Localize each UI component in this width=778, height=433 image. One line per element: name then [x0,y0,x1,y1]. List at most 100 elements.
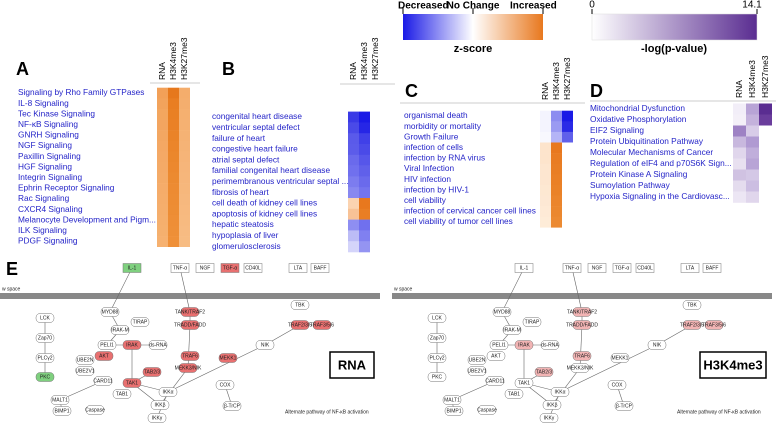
node-label: MALT1 [444,397,460,403]
node-label: MEKK3/NIK [175,365,202,371]
pathway-node [522,317,542,327]
row-label: Ephrin Receptor Signaling [18,183,115,193]
heat-cell [168,204,179,216]
zscore-bar [403,14,543,40]
row-label: EIF2 Signaling [590,125,644,135]
pathway-node [288,263,308,273]
heat-cell [733,147,746,159]
node-label: TAB2/3 [144,369,161,375]
heat-cell [179,130,190,141]
heat-cell [540,121,551,133]
heat-cell [157,140,168,152]
edge [167,344,266,393]
heat-cell [370,165,381,177]
row-label: IL-8 Signaling [18,98,69,108]
heat-cell [733,136,746,148]
pathway-node [534,367,554,377]
row-label: cell death of kidney cell lines [212,198,317,208]
row-label: familial congenital heart disease [212,165,330,175]
heat-cell [551,184,562,196]
heat-cell [359,122,370,134]
pathway-node [702,263,722,273]
row-label: fibrosis of heart [212,187,269,197]
heat-cell [370,241,381,253]
pathway-node [147,413,167,423]
column-header: H3K27me3 [760,55,770,98]
heat-cell [540,184,551,196]
pathway-node [587,263,607,273]
legend-label: No Change [447,1,500,12]
pathway-node [539,413,559,423]
column-header: H3K27me3 [370,37,380,80]
pathway-node [489,340,509,350]
row-label: PDGF Signaling [18,236,78,246]
heat-cell [551,110,562,122]
heat-cell [348,111,359,123]
heat-cell [746,103,759,115]
node-label: MALT1 [52,397,68,403]
node-label: TAB2/3 [536,369,553,375]
heat-cell [562,121,573,133]
node-label: Zap70 [38,335,52,341]
view-label: H3K4me3 [703,357,762,372]
pathway-node [290,300,310,310]
pathway-node [427,353,447,363]
heat-cell [348,241,359,253]
pathway-node [122,263,142,273]
heat-cell [746,158,759,170]
column-header: RNA [540,82,550,100]
pathway-node [514,263,534,273]
heat-cell [168,214,179,226]
node-label: NIK [653,342,662,348]
node-label: IRAK-M [111,327,129,333]
heat-cell [759,191,772,203]
heat-cell [370,111,381,123]
heat-cell [551,216,562,228]
pathway-node [75,355,95,365]
heat-cell [179,98,190,110]
heat-cell [359,198,370,210]
pathway-node [122,378,142,388]
heat-cell [562,206,573,217]
row-label: Viral Infection [404,163,455,173]
heat-cell [746,125,759,137]
pathway-node [635,263,655,273]
node-label: Caspase [477,407,497,413]
node-label: TAK1 [126,380,138,386]
pathway-node [255,340,275,350]
heat-cell [540,174,551,186]
heat-cell [733,158,746,170]
pathway-node [50,395,70,405]
node-label: TAB1 [508,391,520,397]
heat-cell [540,110,551,122]
heat-cell [157,193,168,205]
heat-cell [179,214,190,226]
node-label: CARD11 [485,378,505,384]
heat-cell [759,125,772,137]
column-header: RNA [157,62,167,80]
legend-title: -log(p-value) [641,43,707,55]
heat-cell [179,193,190,205]
node-label: TRAF2/3/5 [680,322,704,328]
node-label: MEKK1 [612,355,629,361]
heat-cell [370,208,381,220]
node-label: TIRAP [525,319,540,325]
pvalue-bar [591,13,758,41]
node-label: UBE2V1 [75,368,94,374]
pathway-diagram: w space TNF-α NGF TGF-α CD40L LTA BAFF IL-1 LCK Z… [0,263,380,423]
alt-pathway: Alternate pathway of NF-κB activation [285,409,369,415]
column-header: H3K4me3 [359,42,369,80]
column-header: RNA [734,80,744,98]
panel-letter: E [6,259,18,279]
heat-cell [551,153,562,164]
heat-cell [370,176,381,188]
heat-cell [359,208,370,220]
heat-cell [359,165,370,177]
node-label: LCK [40,315,50,321]
node-label: IRAK-M [503,327,521,333]
heat-cell [551,142,562,154]
heat-cell [746,147,759,159]
heat-cell [168,225,179,237]
node-label: TANK/TRAF2 [175,309,205,315]
